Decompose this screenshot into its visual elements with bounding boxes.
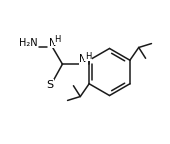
- Text: S: S: [46, 80, 53, 90]
- Text: N: N: [49, 38, 56, 48]
- Text: H: H: [54, 35, 61, 44]
- Text: N: N: [79, 54, 87, 64]
- Text: H: H: [85, 52, 91, 61]
- Text: H₂N: H₂N: [19, 38, 37, 48]
